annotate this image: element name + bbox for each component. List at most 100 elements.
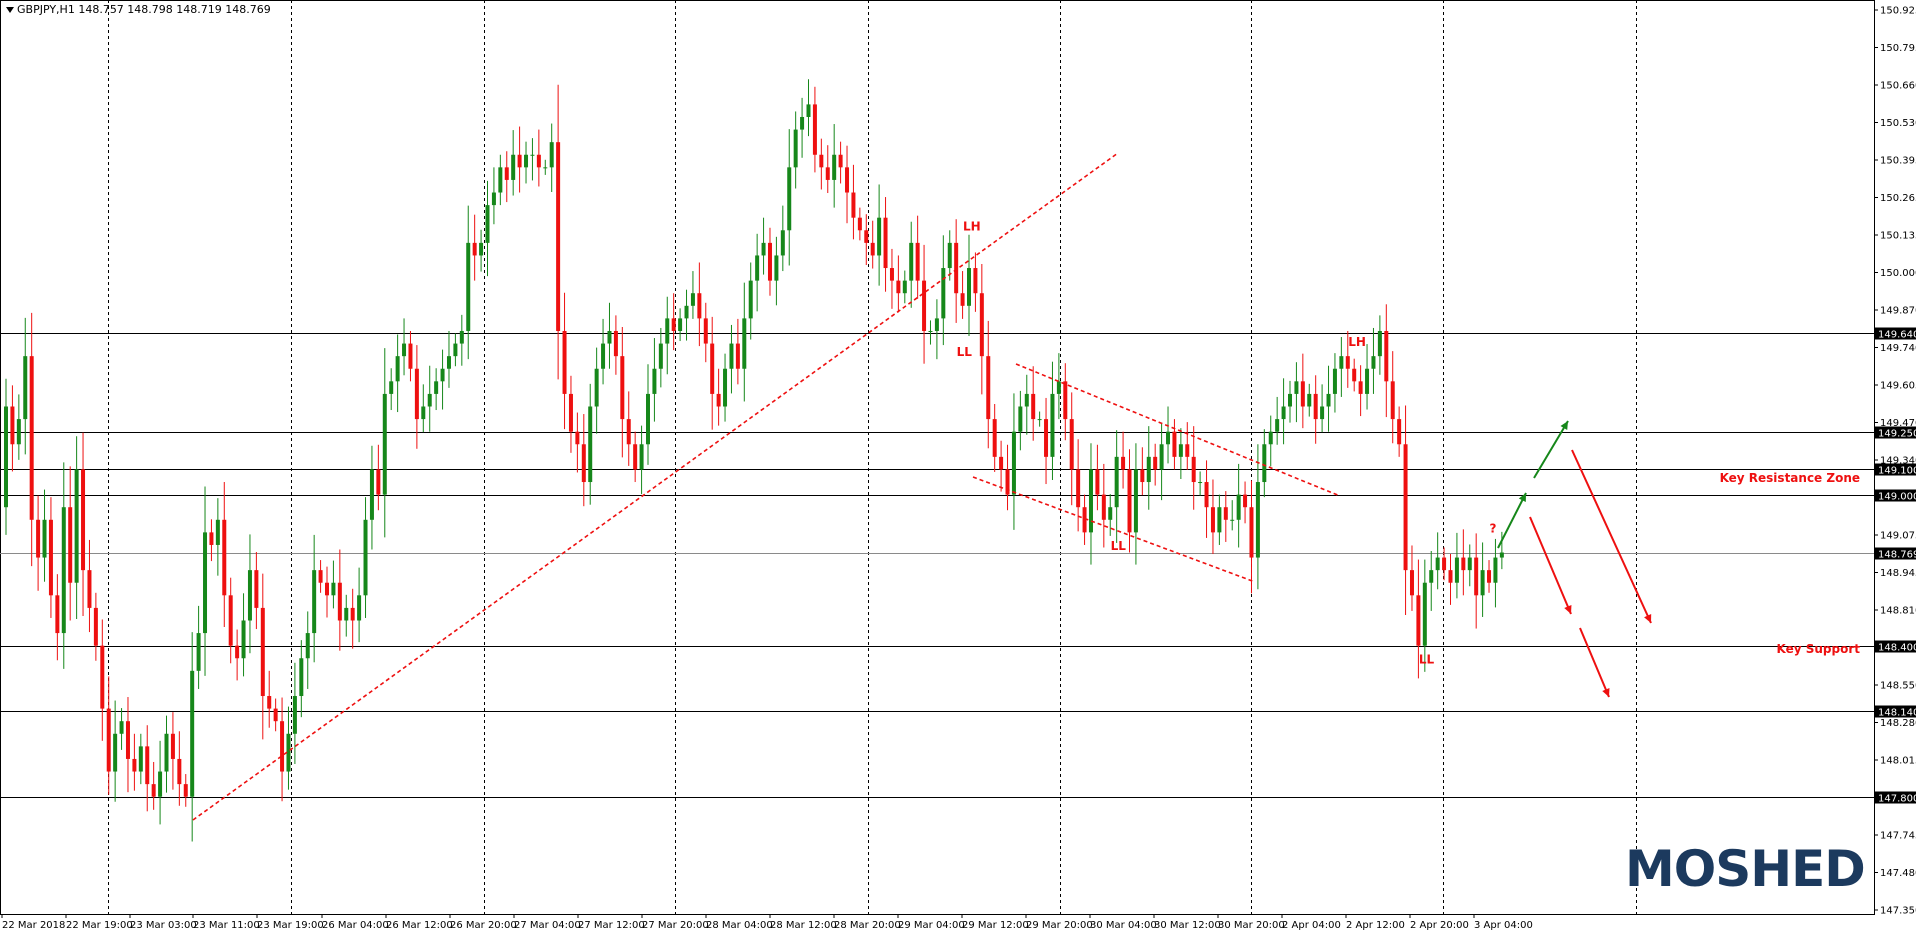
bullish-candle <box>1268 431 1273 445</box>
y-axis-tick-label: 147.745 <box>1880 831 1916 842</box>
bearish-candle <box>106 708 111 772</box>
bullish-candle <box>530 154 535 156</box>
bullish-candle <box>1159 444 1164 470</box>
red-arrow-first-leg-head <box>1564 605 1572 614</box>
bearish-candle <box>1076 469 1081 508</box>
bullish-candle <box>877 217 882 256</box>
bearish-candle <box>376 469 381 495</box>
bearish-candle <box>273 708 278 722</box>
bearish-candle <box>177 758 182 785</box>
bullish-candle <box>1037 419 1042 421</box>
bearish-candle <box>1069 419 1074 470</box>
bullish-candle <box>1024 393 1029 407</box>
bullish-candle <box>427 393 432 407</box>
x-axis-tick-label: 23 Mar 03:00 <box>130 920 197 931</box>
bullish-candle <box>1108 507 1113 520</box>
bullish-candle <box>1217 507 1222 533</box>
level-price-tag <box>1875 327 1916 340</box>
bullish-candle <box>1377 330 1382 357</box>
bearish-candle <box>414 368 419 420</box>
bullish-candle <box>774 255 779 281</box>
bullish-candle <box>690 293 695 306</box>
bullish-candle <box>1198 482 1203 484</box>
bearish-candle <box>1191 456 1196 483</box>
bullish-candle <box>665 318 670 344</box>
bearish-candle <box>93 607 98 646</box>
bearish-candle <box>613 330 618 357</box>
bullish-candle <box>787 167 792 231</box>
bearish-candle <box>1243 494 1248 508</box>
level-price-tag-label: 149.100 <box>1878 466 1916 477</box>
bullish-candle <box>446 356 451 369</box>
bullish-candle <box>1236 494 1241 520</box>
bearish-candle <box>318 570 323 583</box>
bullish-candle <box>601 343 606 369</box>
x-axis-tick-label: 27 Mar 04:00 <box>514 920 581 931</box>
level-price-tag-label: 147.800 <box>1878 794 1916 805</box>
bullish-candle <box>1050 393 1055 457</box>
bullish-candle <box>800 116 805 130</box>
bearish-candle <box>1384 330 1389 382</box>
swing-label: LH <box>1348 335 1366 349</box>
bullish-candle <box>1275 419 1280 432</box>
bullish-candle <box>312 570 317 634</box>
bearish-candle <box>864 230 869 243</box>
bearish-candle <box>1095 469 1100 495</box>
bearish-candle <box>960 293 965 306</box>
bullish-candle <box>1326 393 1331 407</box>
bullish-candle <box>491 192 496 206</box>
bullish-candle <box>607 330 612 344</box>
bullish-candle <box>902 280 907 294</box>
y-axis-tick-label: 150.395 <box>1880 156 1916 167</box>
bearish-candle <box>81 469 86 571</box>
bearish-candle <box>350 607 355 621</box>
bullish-candle <box>331 582 336 596</box>
dropdown-triangle-icon[interactable] <box>6 7 14 13</box>
bearish-candle <box>883 217 888 269</box>
bullish-candle <box>1454 557 1459 583</box>
bearish-candle <box>620 356 625 420</box>
bullish-candle <box>652 368 657 394</box>
level-price-tag-label: 148.140 <box>1878 708 1916 719</box>
x-axis-tick-label: 28 Mar 12:00 <box>770 920 837 931</box>
bearish-candle <box>536 154 541 168</box>
bullish-candle <box>247 570 252 621</box>
bullish-candle <box>549 142 554 168</box>
symbol-info: GBPJPY,H1 148.757 148.798 148.719 148.76… <box>17 3 271 16</box>
bearish-candle <box>1416 595 1421 646</box>
y-axis-tick-label: 148.810 <box>1880 606 1916 617</box>
x-axis-tick-label: 30 Mar 12:00 <box>1154 920 1221 931</box>
bullish-candle <box>479 242 484 256</box>
bullish-candle <box>138 746 143 772</box>
bearish-candle <box>922 280 927 331</box>
bullish-candle <box>928 330 933 332</box>
bearish-candle <box>581 444 586 483</box>
bullish-candle <box>4 406 8 508</box>
bearish-candle <box>1153 456 1158 470</box>
bearish-candle <box>408 343 413 369</box>
bullish-candle <box>511 154 516 180</box>
bearish-candle <box>1140 469 1145 483</box>
x-axis-tick-label: 28 Mar 04:00 <box>706 920 773 931</box>
bearish-candle <box>819 154 824 168</box>
bullish-candle <box>1332 368 1337 394</box>
bullish-candle <box>678 318 683 331</box>
bullish-candle <box>934 318 939 331</box>
bullish-candle <box>723 368 728 407</box>
bullish-candle <box>1480 570 1485 596</box>
bearish-candle <box>472 242 477 256</box>
bullish-candle <box>369 469 374 520</box>
bearish-candle <box>710 343 715 394</box>
bearish-candle <box>1403 444 1408 571</box>
x-axis-tick-label: 22 Mar 19:00 <box>66 920 133 931</box>
bearish-candle <box>973 268 978 294</box>
bearish-candle <box>87 570 92 608</box>
level-price-tag <box>1875 705 1916 718</box>
bearish-candle <box>1448 570 1453 583</box>
bearish-candle <box>1172 431 1177 457</box>
bearish-candle <box>633 444 638 470</box>
bearish-candle <box>183 784 188 797</box>
bullish-candle <box>1178 444 1183 457</box>
bearish-candle <box>1249 507 1254 558</box>
bullish-candle <box>292 696 297 734</box>
